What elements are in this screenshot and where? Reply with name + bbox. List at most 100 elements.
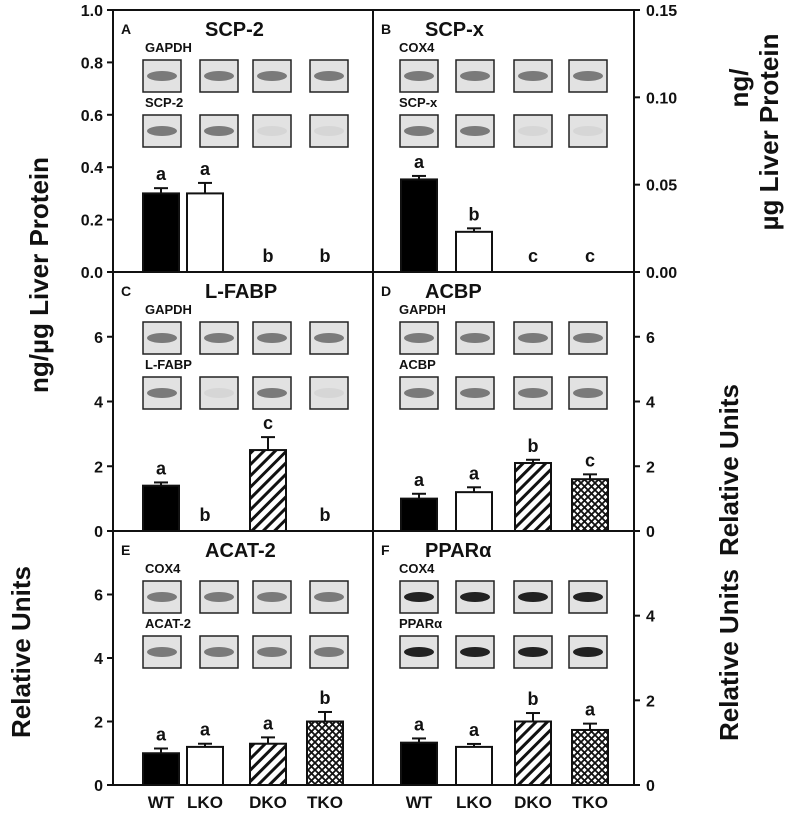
blot-band: [518, 592, 548, 602]
panel-title-F: PPARα: [425, 540, 492, 562]
y-label-middle-right: Relative Units: [714, 384, 744, 556]
significance-letter: b: [528, 436, 539, 456]
category-labels: WT LKO DKO TKO WT LKO DKO TKO: [148, 793, 608, 812]
category-label-WT: WT: [148, 793, 175, 812]
y-label-top-left: ng/µg Liver Protein: [24, 157, 54, 393]
significance-letter: c: [528, 246, 538, 266]
y-tick-label: 0: [94, 524, 103, 541]
bar-LKO: [455, 745, 493, 787]
blot-band: [147, 592, 177, 602]
blot-band: [204, 388, 234, 398]
blot-band: [257, 126, 287, 136]
blot-band: [404, 647, 434, 657]
blot-band: [257, 388, 287, 398]
blot-label: GAPDH: [145, 40, 192, 55]
blot-band: [314, 647, 344, 657]
blot-band: [573, 647, 603, 657]
significance-letter: b: [320, 246, 331, 266]
panel-title-A: SCP-2: [205, 19, 264, 41]
bar-DKO: [249, 449, 287, 532]
significance-letter: c: [585, 450, 595, 470]
panel-title-B: SCP-x: [425, 19, 484, 41]
blot-band: [204, 647, 234, 657]
bar-WT: [142, 752, 180, 786]
blot-band: [460, 592, 490, 602]
bar-TKO: [306, 720, 344, 786]
bar-WT: [142, 192, 180, 273]
bar-WT: [400, 741, 438, 787]
bar-TKO: [571, 478, 609, 533]
blot-band: [147, 71, 177, 81]
bar-WT: [142, 484, 180, 532]
y-tick-label: 0: [646, 524, 655, 541]
y-tick-label: 0.10: [646, 90, 677, 107]
panel-title-E: ACAT-2: [205, 540, 276, 562]
blot-band: [314, 71, 344, 81]
significance-letter: b: [528, 689, 539, 709]
blot-band: [314, 388, 344, 398]
blot-label: COX4: [399, 561, 435, 576]
bar-DKO: [249, 742, 287, 786]
blot-band: [204, 592, 234, 602]
y-tick-label: 2: [646, 693, 655, 710]
significance-letter: c: [585, 246, 595, 266]
significance-letter: a: [414, 152, 425, 172]
y-label-top-right-line2: µg Liver Protein: [754, 33, 784, 230]
significance-letter: b: [200, 505, 211, 525]
panel-title-D: ACBP: [425, 281, 482, 303]
y-tick-label: 0.2: [81, 213, 103, 230]
blot-band: [147, 333, 177, 343]
category-label-LKO: LKO: [187, 793, 223, 812]
bar-DKO: [514, 720, 552, 786]
significance-letter: c: [263, 413, 273, 433]
significance-letter: a: [585, 700, 596, 720]
blot-band: [257, 71, 287, 81]
panel-letter-A: A: [121, 21, 131, 37]
blot-band: [314, 333, 344, 343]
blot-band: [404, 592, 434, 602]
bar-LKO: [186, 192, 224, 273]
blot-band: [314, 126, 344, 136]
y-tick-label: 6: [94, 330, 103, 347]
blot-label: L-FABP: [145, 357, 192, 372]
blot-band: [518, 388, 548, 398]
significance-letter: b: [469, 204, 480, 224]
category-label-TKO: TKO: [307, 793, 343, 812]
y-tick-label: 0: [94, 778, 103, 795]
category-label-DKO: DKO: [514, 793, 552, 812]
blot-label: ACBP: [399, 357, 436, 372]
blot-label: PPARα: [399, 616, 442, 631]
blot-band: [204, 333, 234, 343]
category-label-LKO: LKO: [456, 793, 492, 812]
blot-label: COX4: [399, 40, 435, 55]
significance-letter: b: [320, 505, 331, 525]
y-label-bottom-right: Relative Units: [714, 569, 744, 741]
bar-WT: [400, 497, 438, 532]
blot-label: ACAT-2: [145, 616, 191, 631]
category-label-WT: WT: [406, 793, 433, 812]
blot-label: SCP-2: [145, 95, 183, 110]
y-tick-label: 0.6: [81, 108, 103, 125]
significance-letter: b: [263, 246, 274, 266]
blot-band: [314, 592, 344, 602]
category-label-DKO: DKO: [249, 793, 287, 812]
blot-band: [460, 388, 490, 398]
y-label-top-right-line1: ng/: [724, 69, 754, 108]
y-tick-label: 6: [646, 330, 655, 347]
y-tick-label: 4: [646, 609, 655, 626]
significance-letter: a: [200, 720, 211, 740]
y-tick-label: 6: [94, 588, 103, 605]
y-tick-label: 1.0: [81, 3, 103, 20]
blot-band: [518, 647, 548, 657]
bar-LKO: [186, 745, 224, 787]
blot-band: [573, 126, 603, 136]
significance-letter: a: [156, 164, 167, 184]
y-tick-label: 0.05: [646, 178, 677, 195]
y-tick-label: 2: [94, 715, 103, 732]
blot-band: [147, 388, 177, 398]
bar-DKO: [514, 462, 552, 533]
blot-band: [147, 126, 177, 136]
blot-band: [204, 71, 234, 81]
blot-label: GAPDH: [399, 302, 446, 317]
